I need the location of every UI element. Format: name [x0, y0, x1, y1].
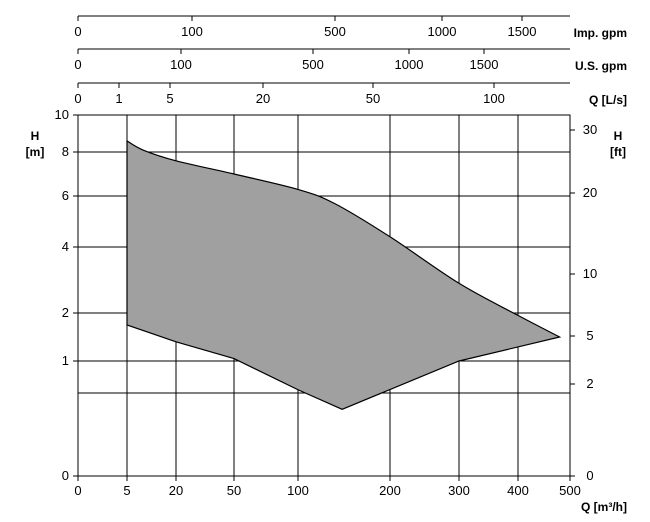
y-axis-right-tick-label: 20: [583, 185, 597, 200]
top-axis-tick-label: 0: [74, 57, 81, 72]
y-axis-right-unit: [ft]: [610, 145, 626, 159]
top-axis: 0 100 500 1000 1500 Imp. gpm: [74, 15, 627, 40]
top-axis-tick-label: 500: [302, 57, 324, 72]
x-axis-tick-label: 20: [169, 483, 183, 498]
y-axis-left-tick-label: 2: [62, 305, 69, 320]
y-axis-right-tick-label: 2: [586, 376, 593, 391]
y-axis-right-title: H: [614, 129, 623, 143]
top-axis-title: Imp. gpm: [574, 26, 627, 40]
top-axis-tick-label: 100: [181, 24, 203, 39]
x-axis-tick-label: 0: [74, 483, 81, 498]
top-axis-tick-label: 500: [324, 24, 346, 39]
top-axis-tick-label: 1000: [395, 57, 424, 72]
top-axis-tick-label: 100: [170, 57, 192, 72]
top-axis-tick-label: 0: [74, 24, 81, 39]
top-axis-tick-label: 5: [166, 91, 173, 106]
top-axis-title: U.S. gpm: [575, 59, 627, 73]
coverage-area: [126, 139, 562, 410]
top-axis: 0 100 500 1000 1500 U.S. gpm: [74, 48, 627, 73]
top-axis-title: Q [L/s]: [589, 93, 627, 107]
x-axis-tick-label: 300: [448, 483, 470, 498]
top-axis-tick-label: 1500: [470, 57, 499, 72]
y-axis-left-tick-label: 4: [62, 239, 69, 254]
y-axis-right-tick-label: 5: [586, 328, 593, 343]
top-axis-tick-label: 0: [74, 91, 81, 106]
x-axis-tick-label: 500: [559, 483, 581, 498]
y-axis-right: 0 2 5 10 20 30 H [ft]: [570, 122, 626, 483]
y-axis-left-tick-label: 8: [62, 144, 69, 159]
y-axis-left-tick-label: 6: [62, 188, 69, 203]
top-axis-tick-label: 1500: [508, 24, 537, 39]
y-axis-left: 0 1 2 4 6 8 10 H [m]: [26, 107, 78, 483]
top-axis-tick-label: 20: [256, 91, 270, 106]
y-axis-left-tick-label: 0: [62, 468, 69, 483]
x-axis-tick-label: 50: [227, 483, 241, 498]
top-axis-tick-label: 50: [366, 91, 380, 106]
x-axis-title: Q [m³/h]: [581, 500, 627, 514]
top-axis-tick-label: 100: [483, 91, 505, 106]
y-axis-left-tick-label: 1: [62, 353, 69, 368]
top-axis-tick-label: 1000: [428, 24, 457, 39]
y-axis-left-unit: [m]: [26, 145, 45, 159]
y-axis-right-tick-label: 10: [583, 266, 597, 281]
x-axis-tick-label: 200: [379, 483, 401, 498]
y-axis-right-tick-label: 30: [583, 122, 597, 137]
y-axis-right-tick-label: 0: [586, 468, 593, 483]
x-axis-tick-label: 400: [507, 483, 529, 498]
top-axis: 0 1 5 20 50 100 Q [L/s]: [74, 82, 627, 107]
plot-frame: [77, 114, 571, 477]
x-axis-tick-label: 100: [287, 483, 309, 498]
y-axis-left-tick-label: 10: [55, 107, 69, 122]
top-axis-tick-label: 1: [115, 91, 122, 106]
y-axis-left-title: H: [31, 129, 40, 143]
x-axis-tick-label: 5: [123, 483, 130, 498]
